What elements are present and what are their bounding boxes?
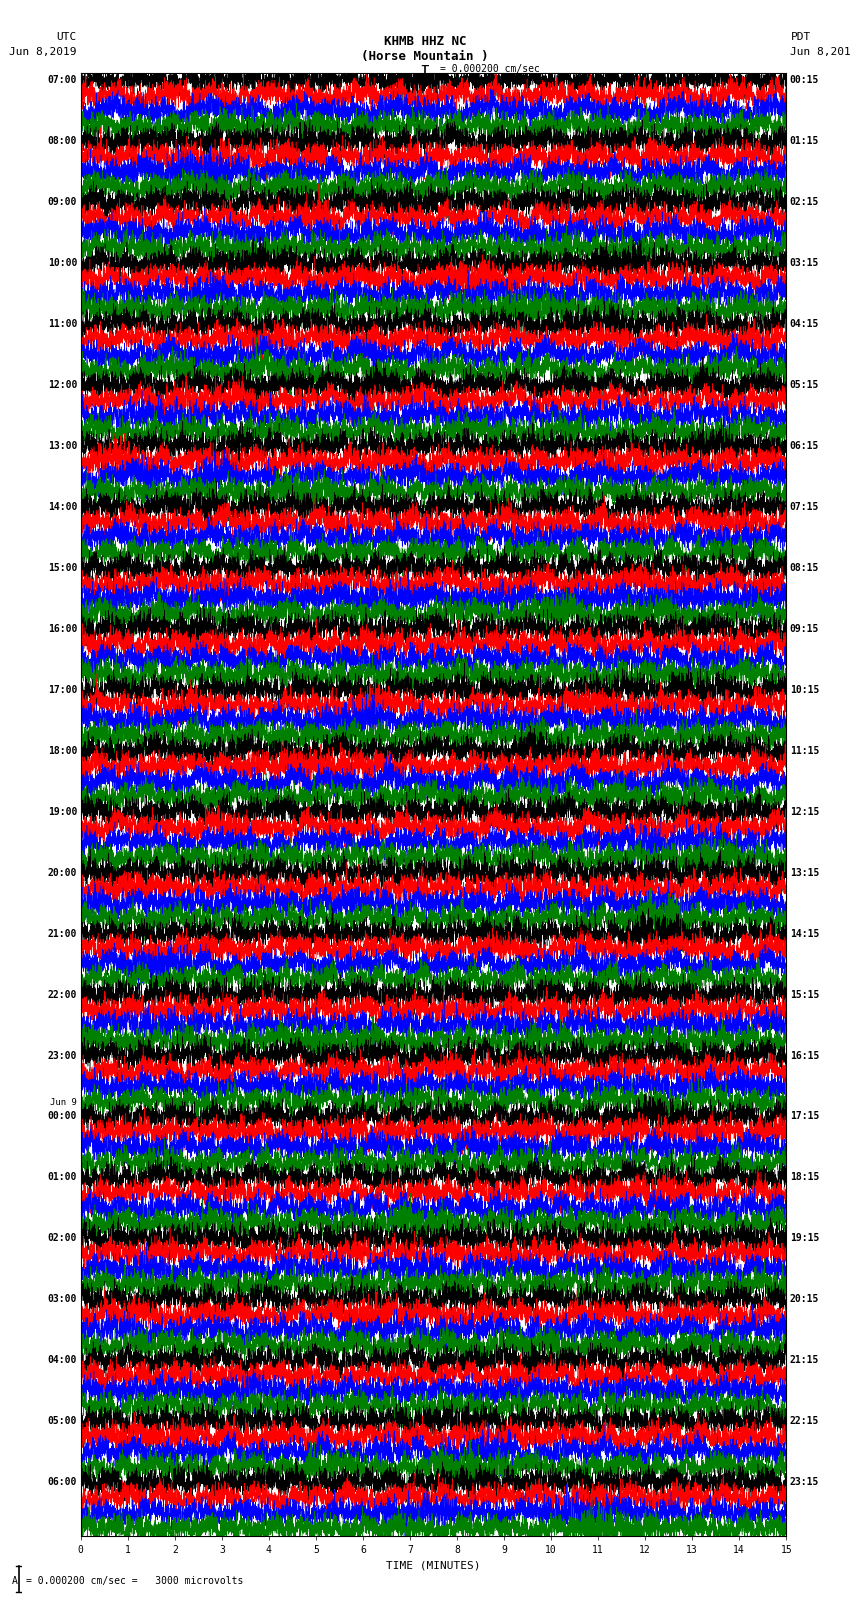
Text: 06:00: 06:00 (48, 1478, 77, 1487)
Text: 19:00: 19:00 (48, 806, 77, 816)
Text: 00:00: 00:00 (48, 1111, 77, 1121)
Text: 23:15: 23:15 (790, 1478, 819, 1487)
Text: 12:00: 12:00 (48, 381, 77, 390)
Text: UTC: UTC (56, 32, 76, 42)
Text: 17:00: 17:00 (48, 686, 77, 695)
Text: 19:15: 19:15 (790, 1234, 819, 1244)
Text: 23:00: 23:00 (48, 1050, 77, 1060)
Text: (Horse Mountain ): (Horse Mountain ) (361, 50, 489, 63)
Text: 18:15: 18:15 (790, 1173, 819, 1182)
Text: 04:00: 04:00 (48, 1355, 77, 1365)
Text: 02:00: 02:00 (48, 1234, 77, 1244)
Text: 22:15: 22:15 (790, 1416, 819, 1426)
Text: 04:15: 04:15 (790, 319, 819, 329)
Text: 21:15: 21:15 (790, 1355, 819, 1365)
Text: 07:00: 07:00 (48, 76, 77, 85)
Text: A: A (12, 1576, 18, 1586)
Text: 20:00: 20:00 (48, 868, 77, 877)
Text: 12:15: 12:15 (790, 806, 819, 816)
Text: 16:15: 16:15 (790, 1050, 819, 1060)
Text: 11:00: 11:00 (48, 319, 77, 329)
Text: 07:15: 07:15 (790, 502, 819, 511)
Text: = 0.000200 cm/sec: = 0.000200 cm/sec (440, 65, 540, 74)
Text: 01:00: 01:00 (48, 1173, 77, 1182)
Text: 16:00: 16:00 (48, 624, 77, 634)
Text: 10:15: 10:15 (790, 686, 819, 695)
Text: 14:15: 14:15 (790, 929, 819, 939)
Text: 02:15: 02:15 (790, 197, 819, 206)
Text: 09:00: 09:00 (48, 197, 77, 206)
Text: 22:00: 22:00 (48, 989, 77, 1000)
Text: 08:15: 08:15 (790, 563, 819, 573)
Text: 21:00: 21:00 (48, 929, 77, 939)
Text: Jun 9: Jun 9 (50, 1098, 77, 1107)
Text: 05:00: 05:00 (48, 1416, 77, 1426)
Text: Jun 8,2019: Jun 8,2019 (790, 47, 850, 56)
Text: 15:15: 15:15 (790, 989, 819, 1000)
Text: 09:15: 09:15 (790, 624, 819, 634)
Text: 11:15: 11:15 (790, 745, 819, 756)
Text: 00:15: 00:15 (790, 76, 819, 85)
X-axis label: TIME (MINUTES): TIME (MINUTES) (386, 1560, 481, 1569)
Text: 14:00: 14:00 (48, 502, 77, 511)
Text: 06:15: 06:15 (790, 440, 819, 452)
Text: 03:15: 03:15 (790, 258, 819, 268)
Text: 01:15: 01:15 (790, 135, 819, 147)
Text: 20:15: 20:15 (790, 1294, 819, 1305)
Text: 13:00: 13:00 (48, 440, 77, 452)
Text: 05:15: 05:15 (790, 381, 819, 390)
Text: 13:15: 13:15 (790, 868, 819, 877)
Text: 08:00: 08:00 (48, 135, 77, 147)
Text: = 0.000200 cm/sec =   3000 microvolts: = 0.000200 cm/sec = 3000 microvolts (26, 1576, 243, 1586)
Text: KHMB HHZ NC: KHMB HHZ NC (383, 35, 467, 48)
Text: 10:00: 10:00 (48, 258, 77, 268)
Text: 15:00: 15:00 (48, 563, 77, 573)
Text: 03:00: 03:00 (48, 1294, 77, 1305)
Text: PDT: PDT (790, 32, 811, 42)
Text: 18:00: 18:00 (48, 745, 77, 756)
Text: Jun 8,2019: Jun 8,2019 (9, 47, 76, 56)
Text: 17:15: 17:15 (790, 1111, 819, 1121)
